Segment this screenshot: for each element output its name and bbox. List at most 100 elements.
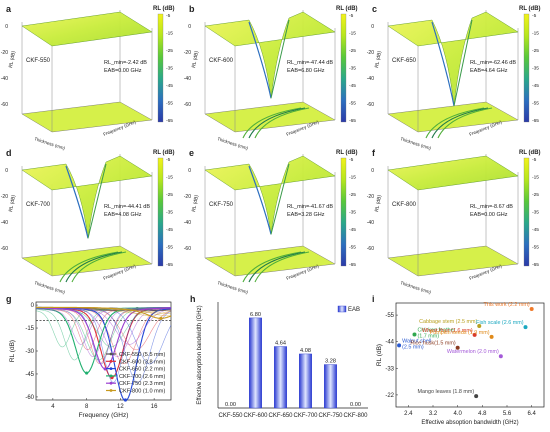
point-label: (1.7 mm) (418, 333, 440, 339)
z-tick-label: 0 (371, 24, 374, 30)
legend-marker (109, 389, 113, 392)
floor-contour (71, 251, 127, 283)
colorbar-tick-label: -45 (532, 227, 539, 233)
floor-contour (425, 107, 485, 139)
series-min-marker (85, 371, 89, 375)
bar (274, 346, 287, 409)
colorbar-tick-label: -45 (349, 83, 356, 89)
z-axis-label: RL (dB) (8, 50, 17, 68)
series-min-marker (103, 367, 107, 371)
series-line (35, 307, 171, 345)
rl-surface (204, 155, 336, 235)
colorbar-tick-label: -55 (349, 101, 356, 107)
z-axis-label: RL (dB) (374, 194, 383, 212)
z-axis-label: RL (dB) (374, 50, 383, 68)
colorbar-tick-label: -65 (166, 118, 173, 124)
floor-contour (437, 107, 493, 139)
colorbar-tick-label: -5 (349, 13, 354, 19)
y-tick-label: -30 (25, 349, 34, 355)
z-tick-label: -60 (1, 102, 8, 108)
colorbar-tick-label: -65 (349, 262, 356, 268)
y-tick-label: -45 (25, 372, 34, 378)
y-tick-label: -44 (385, 340, 394, 346)
x-tick-label: 4 (51, 404, 55, 410)
z-tick-label: -60 (1, 246, 8, 252)
colorbar-tick-label: -65 (532, 118, 539, 124)
colorbar-tick-label: -25 (532, 48, 539, 54)
colorbar-tick-label: -45 (349, 227, 356, 233)
legend-marker (109, 352, 113, 356)
legend-entry: CKF-650 (2.2 mm) (119, 367, 165, 373)
x-tick-label: 3.2 (429, 411, 438, 417)
series-line (36, 307, 171, 348)
sample-label: CKF-750 (209, 202, 234, 208)
y-tick-label: 0 (31, 303, 35, 309)
colorbar-tick-label: -65 (349, 118, 356, 124)
z-tick-label: -60 (184, 102, 191, 108)
series-min-marker (159, 316, 163, 320)
colorbar-tick-label: -55 (349, 245, 356, 251)
panel-letter: e (189, 148, 194, 158)
z-tick-label: -20 (367, 50, 374, 56)
scatter-point (412, 332, 417, 337)
colorbar-tick-label: -45 (166, 227, 173, 233)
colorbar-tick-label: -5 (166, 13, 171, 19)
colorbar-tick-label: -25 (349, 192, 356, 198)
colorbar (523, 157, 530, 267)
panel-i: i 2.4 3.2 4.0 4.8 5.6 6.4 -22 -33 -44 -55 Effective… (372, 294, 545, 426)
colorbar-tick-label: -35 (166, 210, 173, 216)
colorbar-tick-label: -35 (532, 66, 539, 72)
colorbar-title: RL (dB) (519, 150, 541, 156)
z-axis-label: RL (dB) (8, 194, 17, 212)
x-tick-label: CKF-800 (343, 413, 368, 419)
colorbar-tick-label: -15 (166, 175, 173, 181)
x-tick-label: CKF-750 (318, 413, 343, 419)
colorbar-tick-label: -35 (166, 66, 173, 72)
colorbar-tick-label: -15 (532, 175, 539, 181)
floor-contour (242, 251, 302, 283)
z-tick-label: -40 (1, 220, 8, 226)
colorbar (340, 157, 347, 267)
y-tick-label: -33 (385, 366, 394, 372)
colorbar (157, 13, 164, 123)
colorbar-title: RL (dB) (336, 150, 358, 156)
eab-label: EAB=0.00 GHz (470, 212, 508, 218)
colorbar-tick-label: -45 (166, 83, 173, 89)
panel-letter: b (189, 4, 195, 14)
y-tick-label: -15 (25, 326, 34, 332)
point-label: Chicken feather (418, 327, 456, 333)
scatter-point (523, 325, 528, 330)
colorbar-title: RL (dB) (336, 6, 358, 12)
legend-entry: CKF-800 (1.0 mm) (119, 389, 165, 395)
x-tick-label: CKF-650 (268, 413, 293, 419)
colorbar-tick-label: -55 (166, 245, 173, 251)
floor-projection (204, 101, 336, 133)
sample-label: CKF-700 (26, 202, 51, 208)
bar (299, 353, 312, 409)
z-tick-label: -20 (1, 50, 8, 56)
panel-letter: c (372, 4, 377, 14)
colorbar-tick-label: -45 (532, 83, 539, 89)
colorbar (340, 13, 347, 123)
thickness-axis-label: Thickness (mm) (34, 280, 66, 295)
eab-label: EAB=6.80 GHz (287, 68, 325, 74)
sample-label: CKF-650 (392, 58, 417, 64)
thickness-axis-label: Thickness (mm) (217, 136, 249, 151)
thickness-axis-label: Thickness (mm) (217, 280, 249, 295)
surface-dip (431, 21, 455, 107)
floor-contour (248, 107, 306, 139)
scatter-point (529, 307, 534, 312)
panel-letter: i (372, 294, 375, 304)
colorbar-tick-label: -5 (532, 13, 537, 19)
surface-dip (270, 163, 290, 235)
surface-dip (248, 21, 272, 99)
x-tick-label: 6.4 (527, 411, 536, 417)
panel-letter: f (372, 148, 376, 158)
y-axis-label: Effective absorption bandwidth (GHz) (197, 305, 203, 404)
floor-contour (254, 107, 310, 139)
floor-projection (387, 101, 519, 133)
floor-projection (204, 245, 336, 277)
point-label: Pumpkin seeds (1.9 mm) (430, 330, 490, 336)
